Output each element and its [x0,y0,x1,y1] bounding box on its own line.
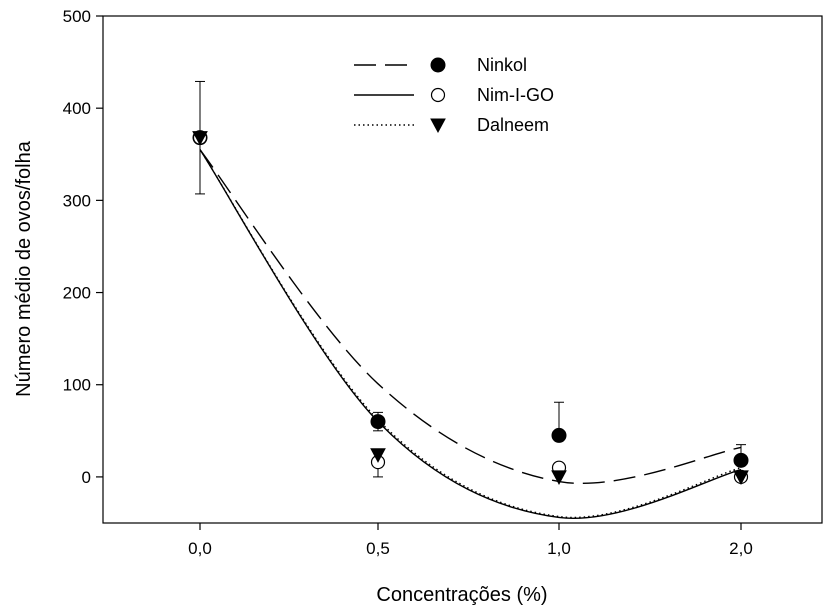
marker-ninkol [551,427,567,443]
legend-marker-ninkol [430,57,446,73]
legend: Ninkol Nim-I-GO Dalneem [354,55,554,135]
legend-marker-nim-i-go [430,87,446,103]
x-tick-label: 2,0 [729,539,753,558]
plot-frame [102,15,823,524]
x-tick-label: 0,0 [188,539,212,558]
marker-dalneem [370,448,386,463]
legend-marker-dalneem [430,118,446,134]
marker-ninkol [733,452,749,468]
y-tick-label: 100 [63,376,91,395]
legend-label-nim-i-go: Nim-I-GO [477,85,554,105]
y-tick-label: 200 [63,284,91,303]
y-tick-label: 0 [82,468,91,487]
fit-line-dalneem [199,149,742,519]
fit-line-nim-i-go [199,149,742,520]
y-tick-label: 300 [63,191,91,210]
marker-dalneem [733,470,749,485]
y-tick-label: 400 [63,99,91,118]
y-axis: 0 100 200 300 400 500 [63,7,103,487]
fit-line-ninkol [199,149,742,484]
x-axis: 0,0 0,5 1,0 2,0 [188,523,753,558]
marker-ninkol [370,414,386,430]
y-axis-title: Número médio de ovos/folha [13,140,35,397]
x-axis-title: Concentrações (%) [376,584,547,606]
marker-dalneem [192,131,208,146]
legend-label-dalneem: Dalneem [477,115,549,135]
marker-dalneem [551,470,567,485]
y-tick-label: 500 [63,7,91,26]
data-markers [192,130,749,485]
legend-label-ninkol: Ninkol [477,55,527,75]
x-tick-label: 0,5 [366,539,390,558]
x-tick-label: 1,0 [547,539,571,558]
fit-lines [199,149,742,520]
